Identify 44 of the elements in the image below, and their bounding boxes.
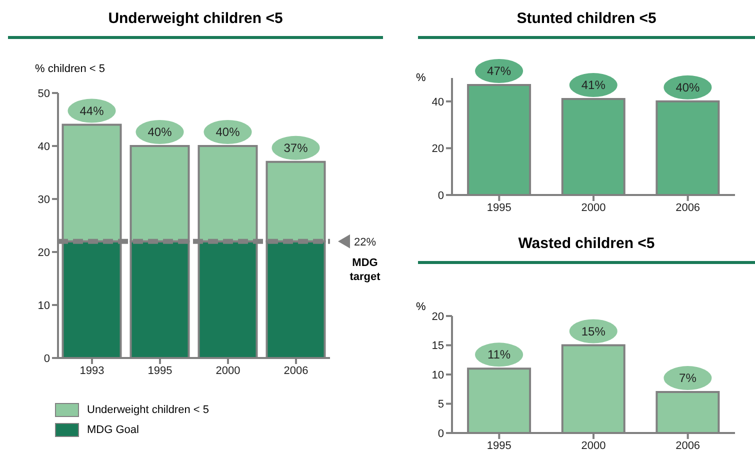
data-label: 11%: [487, 348, 511, 362]
y-axis-title: % children < 5: [35, 63, 106, 75]
y-axis-title: %: [416, 72, 426, 84]
x-tick-label: 1995: [148, 364, 172, 377]
ref-line-label: 22%: [354, 236, 376, 248]
y-tick-label: 0: [438, 190, 444, 202]
y-tick-label: 30: [38, 194, 50, 206]
x-tick-label: 2000: [581, 440, 606, 452]
total-label: 37%: [284, 140, 308, 155]
legend-label: Underweight children < 5: [87, 404, 209, 416]
legend-label: MDG Goal: [87, 424, 139, 436]
y-tick-label: 10: [432, 369, 444, 382]
data-label: 7%: [679, 371, 697, 386]
chart-title: Wasted children <5: [517, 235, 656, 252]
y-tick-label: 20: [432, 143, 444, 156]
x-tick-label: 2006: [676, 202, 700, 214]
y-tick-label: 20: [432, 310, 444, 323]
y-tick-label: 5: [438, 398, 444, 411]
data-label: 47%: [487, 64, 512, 78]
y-tick-label: 50: [38, 88, 50, 100]
data-label: 41%: [581, 78, 606, 92]
x-tick-label: 2000: [216, 364, 240, 377]
y-tick-label: 0: [438, 428, 444, 440]
data-label: 40%: [676, 80, 700, 94]
chart-title: Stunted children <5: [516, 10, 658, 27]
x-tick-label: 1993: [80, 364, 104, 377]
y-tick-label: 40: [432, 96, 444, 108]
y-tick-label: 10: [38, 300, 50, 312]
total-label: 40%: [216, 125, 240, 139]
y-tick-label: 15: [432, 340, 444, 352]
y-tick-label: 20: [38, 246, 50, 259]
total-label: 40%: [148, 125, 172, 139]
y-tick-label: 40: [38, 140, 50, 153]
x-tick-label: 2000: [581, 202, 606, 214]
data-label: 15%: [581, 324, 606, 338]
y-tick-label: 0: [44, 352, 50, 365]
x-tick-label: 1995: [486, 440, 512, 452]
x-tick-label: 2006: [676, 440, 700, 452]
x-tick-label: 2006: [284, 364, 308, 377]
y-axis-title: %: [416, 301, 426, 313]
text: MDG target: [348, 256, 382, 284]
chart-title: Underweight children <5: [107, 10, 284, 27]
x-tick-label: 1995: [486, 202, 512, 214]
total-label: 44%: [80, 104, 104, 118]
